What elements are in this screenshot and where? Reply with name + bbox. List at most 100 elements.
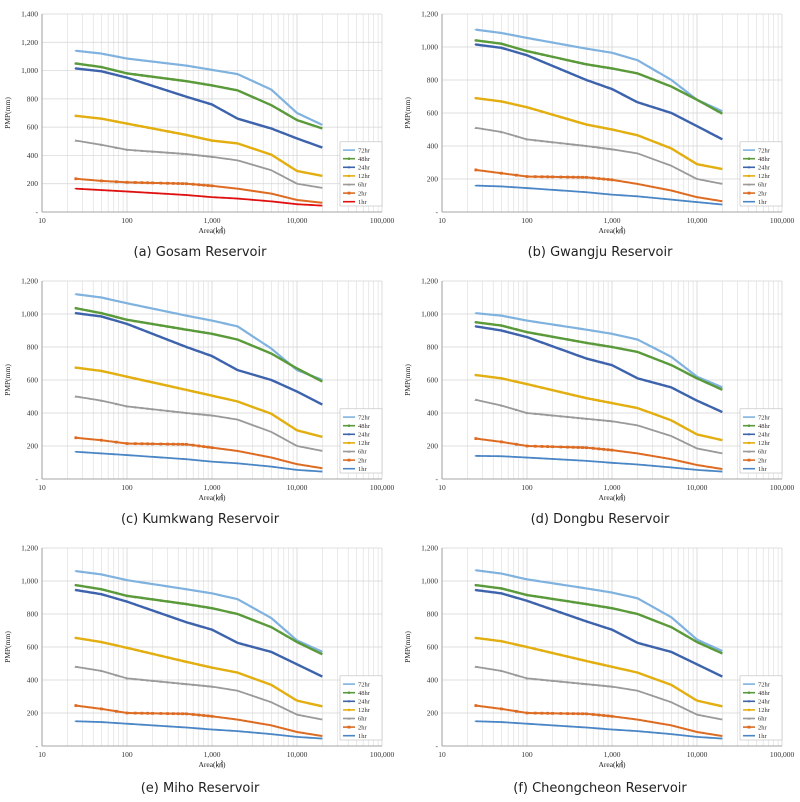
data-point-6hr — [546, 678, 550, 682]
data-point-72hr — [534, 580, 537, 582]
data-point-24hr — [591, 622, 595, 625]
data-point-24hr — [500, 591, 503, 595]
data-point-72hr — [577, 46, 580, 48]
x-tick-label: 100,000 — [770, 750, 795, 759]
data-point-1hr — [572, 459, 575, 461]
x-tick-label: 10 — [438, 483, 446, 492]
data-point-2hr — [525, 444, 529, 448]
data-point-48hr — [515, 46, 518, 50]
data-point-1hr — [192, 727, 195, 729]
data-point-6hr — [184, 411, 188, 415]
data-point-72hr — [607, 51, 610, 53]
data-point-72hr — [551, 582, 554, 584]
data-point-72hr — [500, 572, 503, 575]
data-point-1hr — [546, 188, 549, 191]
legend-marker-48hr — [747, 424, 751, 427]
data-point-72hr — [610, 52, 614, 54]
data-point-6hr — [474, 398, 478, 401]
data-point-1hr — [197, 459, 200, 462]
data-point-2hr — [610, 714, 614, 718]
data-point-12hr — [197, 663, 201, 666]
data-point-24hr — [191, 622, 195, 626]
data-point-6hr — [210, 155, 214, 158]
data-point-6hr — [584, 144, 588, 148]
legend-label-48hr: 48hr — [758, 423, 771, 430]
data-point-72hr — [172, 312, 175, 314]
y-axis-label: PMP(mm) — [403, 631, 412, 663]
y-tick-label: 200 — [427, 709, 439, 718]
data-point-24hr — [197, 624, 201, 628]
data-point-1hr — [207, 460, 210, 462]
data-point-24hr — [576, 75, 580, 78]
data-point-2hr — [474, 168, 478, 172]
data-point-24hr — [551, 64, 554, 68]
series-1hr — [74, 720, 323, 740]
data-point-1hr — [74, 720, 77, 722]
data-point-72hr — [566, 326, 569, 328]
legend-marker-12hr — [747, 441, 751, 445]
series-6hr — [474, 126, 723, 185]
legend-marker-1hr — [747, 735, 751, 737]
series-6hr — [74, 139, 323, 189]
y-tick-label: - — [436, 208, 439, 217]
legend-marker-48hr — [347, 157, 351, 160]
data-point-12hr — [591, 124, 595, 128]
data-point-2hr — [585, 175, 588, 179]
data-point-6hr — [597, 146, 601, 149]
data-point-72hr — [602, 590, 605, 592]
data-point-72hr — [197, 317, 200, 319]
data-point-1hr — [551, 458, 554, 460]
legend-label-48hr: 48hr — [758, 156, 771, 163]
data-point-12hr — [515, 103, 518, 107]
data-point-24hr — [151, 84, 154, 88]
data-point-48hr — [181, 79, 184, 82]
data-point-48hr — [551, 597, 554, 601]
y-tick-label: 400 — [27, 676, 39, 685]
data-point-1hr — [177, 193, 180, 196]
data-point-24hr — [525, 599, 529, 603]
data-point-1hr — [597, 461, 600, 463]
data-point-48hr — [540, 596, 544, 599]
data-point-1hr — [100, 189, 103, 191]
y-tick-label: 1,200 — [421, 544, 438, 553]
data-point-1hr — [192, 194, 195, 197]
legend-label-12hr: 12hr — [358, 707, 371, 714]
data-point-72hr — [546, 323, 549, 325]
data-point-2hr — [540, 445, 544, 448]
chart-gwangju: - 200 400 600 800 1,000 1,200 10 100 1,000 10,000 1… — [403, 10, 794, 236]
x-tick-label: 1,000 — [204, 750, 221, 759]
data-point-72hr — [210, 592, 214, 594]
data-point-1hr — [559, 189, 562, 192]
data-point-2hr — [74, 704, 78, 707]
data-point-24hr — [581, 355, 584, 359]
data-point-1hr — [210, 728, 214, 731]
data-point-12hr — [602, 126, 606, 130]
data-point-1hr — [585, 191, 588, 193]
data-point-72hr — [534, 38, 537, 41]
data-point-72hr — [125, 57, 129, 60]
data-point-12hr — [585, 659, 588, 663]
data-point-6hr — [74, 665, 78, 668]
legend-label-72hr: 72hr — [358, 414, 371, 421]
data-point-72hr — [610, 591, 614, 594]
data-point-24hr — [546, 606, 550, 610]
data-point-12hr — [171, 657, 175, 661]
data-point-2hr — [591, 446, 595, 450]
data-point-24hr — [597, 624, 601, 627]
data-point-12hr — [125, 122, 129, 125]
data-point-24hr — [597, 83, 601, 86]
y-tick-label: 200 — [27, 179, 39, 188]
data-point-72hr — [192, 589, 195, 591]
data-point-24hr — [571, 352, 575, 356]
data-point-48hr — [525, 593, 529, 597]
data-point-72hr — [181, 314, 184, 316]
data-point-12hr — [115, 120, 118, 123]
data-point-72hr — [474, 569, 477, 571]
data-point-6hr — [146, 407, 150, 410]
data-point-48hr — [191, 329, 195, 333]
y-tick-label: 1,000 — [421, 577, 438, 586]
x-tick-label: 100 — [521, 750, 533, 759]
data-point-24hr — [100, 315, 103, 318]
data-point-2hr — [151, 711, 154, 715]
data-point-24hr — [159, 87, 163, 90]
